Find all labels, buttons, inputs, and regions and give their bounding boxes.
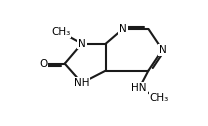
- Text: N: N: [78, 39, 86, 49]
- Text: NH: NH: [74, 78, 90, 88]
- Text: HN: HN: [131, 83, 147, 93]
- Text: CH₃: CH₃: [150, 93, 169, 103]
- Text: CH₃: CH₃: [51, 27, 71, 37]
- Text: O: O: [39, 59, 47, 69]
- Text: N: N: [158, 45, 166, 55]
- Text: N: N: [119, 24, 127, 34]
